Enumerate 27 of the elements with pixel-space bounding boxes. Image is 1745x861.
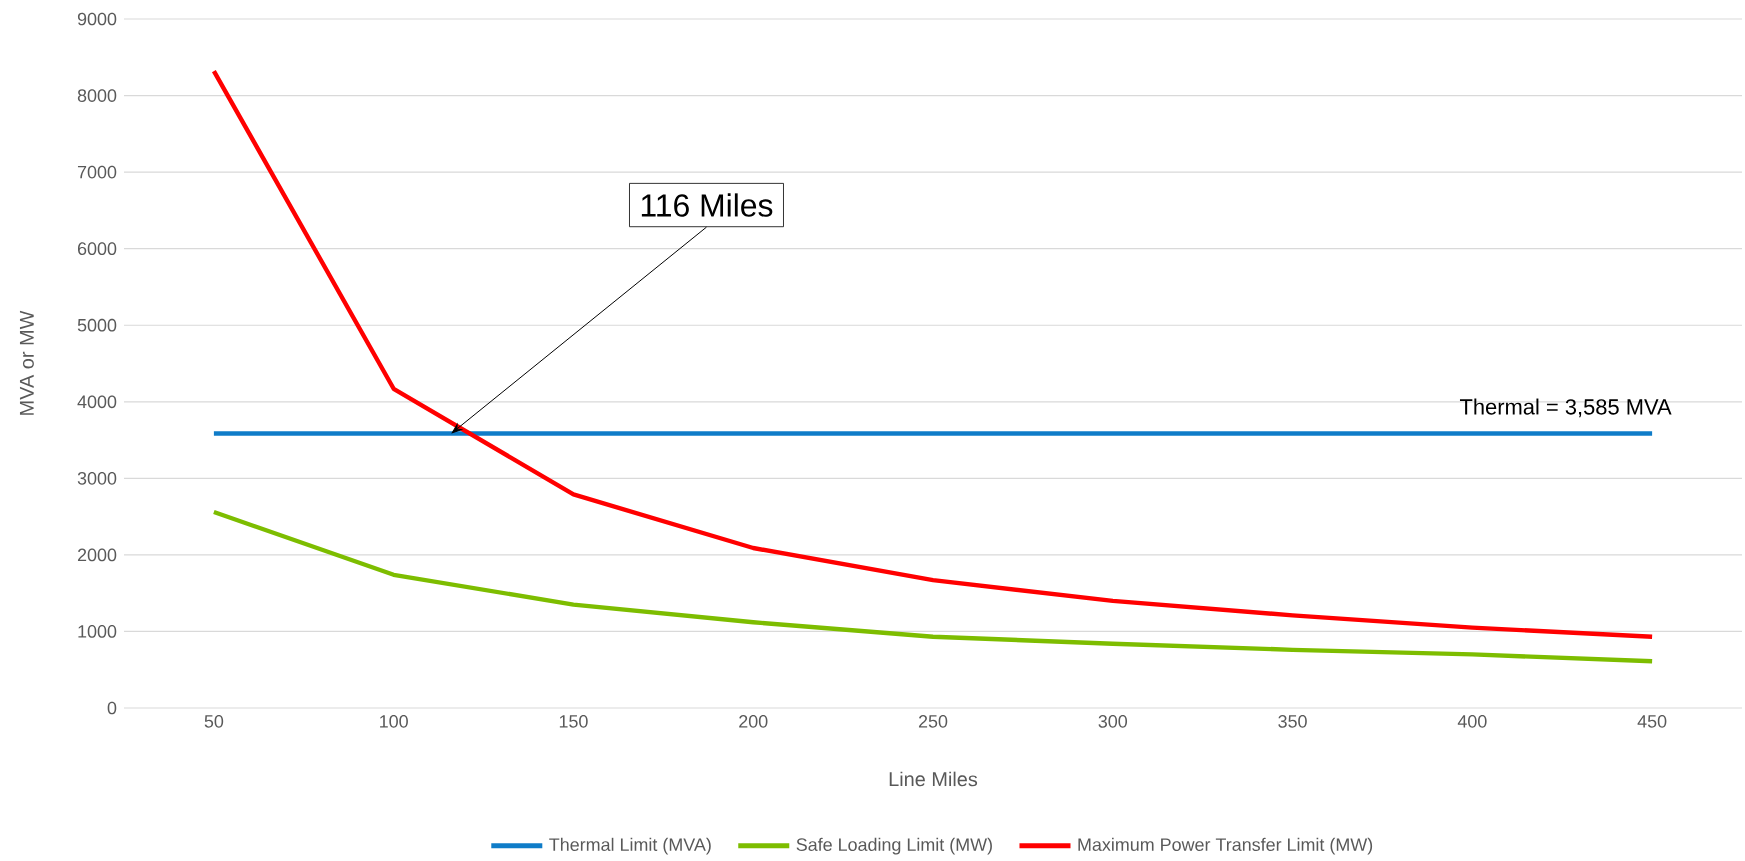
line-series: [211, 509, 1655, 664]
x-tick-label: 100: [380, 715, 408, 728]
x-tick-label: 450: [1637, 715, 1667, 728]
y-tick-label: 5000: [77, 318, 117, 332]
legend-label: Thermal Limit (MVA): [549, 837, 711, 855]
x-tick-label: 200: [739, 715, 768, 728]
x-tick-label: 150: [559, 715, 588, 728]
x-tick-label: 400: [1457, 715, 1487, 728]
legend-label: Safe Loading Limit (MW): [796, 837, 992, 855]
y-tick-label: 7000: [77, 165, 117, 179]
annotation: Thermal = 3,585 MVA: [1459, 398, 1672, 418]
x-tick-label: 250: [918, 715, 948, 728]
legend-label: Maximum Power Transfer Limit (MW): [1078, 837, 1373, 855]
y-tick-label: 2000: [77, 548, 117, 562]
x-tick-label: 50: [204, 715, 224, 728]
y-tick-label: 1000: [78, 625, 117, 638]
annotation: 116 Miles: [641, 193, 773, 217]
x-axis-title: Line Miles: [889, 771, 978, 787]
y-tick-label: 0: [107, 701, 117, 715]
x-tick-label: 300: [1098, 715, 1128, 728]
y-tick-label: 8000: [77, 89, 117, 102]
y-tick-label: 6000: [77, 242, 117, 256]
y-axis-title: MVA or MW: [19, 310, 34, 415]
x-tick-label: 350: [1278, 715, 1307, 728]
y-tick-label: 9000: [77, 12, 117, 26]
y-tick-label: 3000: [77, 471, 117, 485]
y-tick-label: 4000: [77, 395, 117, 409]
